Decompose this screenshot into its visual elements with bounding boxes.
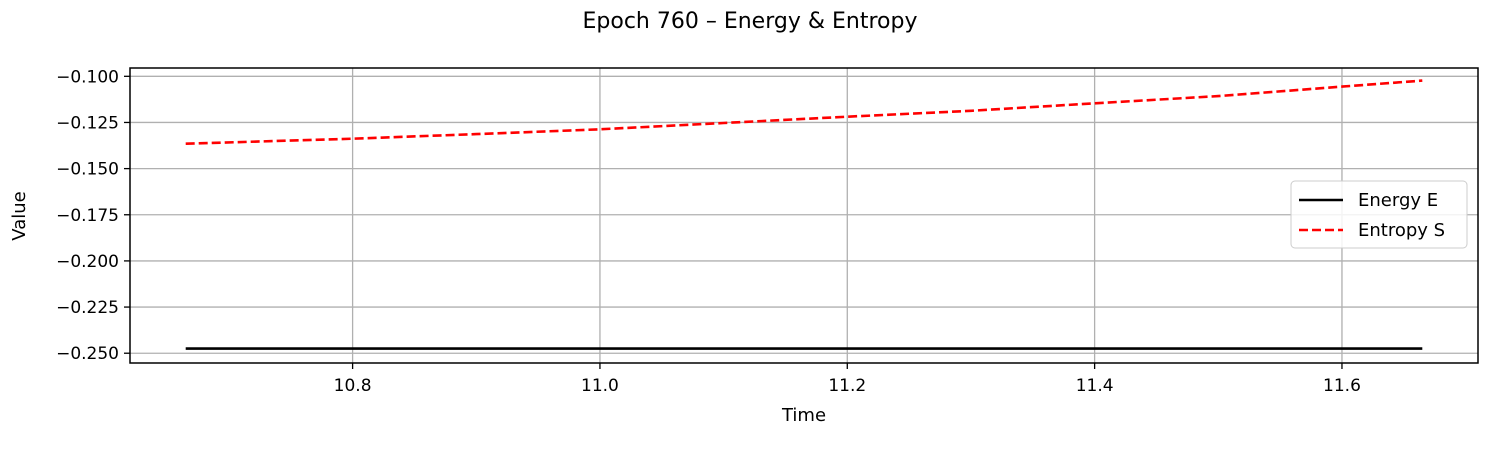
series-line-entropy [185,79,1423,145]
x-tick-label: 11.2 [828,376,866,396]
y-tick-label: −0.100 [56,67,119,87]
legend-label-energy: Energy E [1358,190,1438,211]
x-axis-title: Time [781,405,826,426]
y-tick-label: −0.125 [56,113,119,133]
legend-box [1290,180,1468,249]
y-tick-label: −0.225 [56,298,119,318]
plot-frame [129,67,1479,364]
y-axis-title: Value [9,191,30,240]
grid [130,68,1478,363]
x-axis: 10.8 11.0 11.2 11.4 11.6 [334,363,1361,396]
y-tick-label: −0.200 [56,252,119,272]
x-tick-label: 11.4 [1076,376,1114,396]
x-tick-label: 11.6 [1323,376,1361,396]
legend: Energy E Entropy S [1290,180,1468,249]
y-tick-label: −0.250 [56,344,119,364]
x-tick-label: 11.0 [581,376,619,396]
y-axis: −0.100 −0.125 −0.150 −0.175 −0.200 −0.225 −0.2… [56,67,130,364]
y-tick-label: −0.175 [56,206,119,226]
chart-title: Epoch 760 – Energy & Entropy [583,9,918,34]
series-layer [185,79,1423,350]
x-tick-label: 10.8 [334,376,372,396]
legend-label-entropy: Entropy S [1358,220,1445,241]
y-tick-label: −0.150 [56,160,119,180]
